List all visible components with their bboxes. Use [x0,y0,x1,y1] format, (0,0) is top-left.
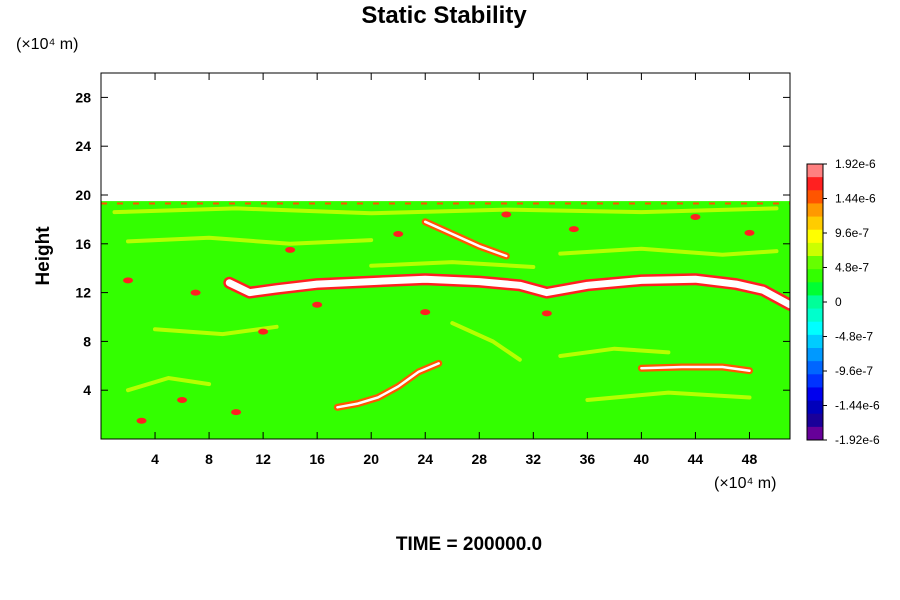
y-axis-label: Height [33,226,54,286]
y-tick-label: 8 [83,333,91,349]
field-background [101,201,790,439]
field-blob [420,309,431,316]
mid-streak [640,365,751,372]
field-blob [123,277,134,284]
x-tick-label: 20 [363,451,379,467]
lower-curl [336,362,440,409]
field-streak [369,260,536,269]
y-axis: 4 8 12 16 20 24 28 [75,89,790,398]
colorbar-tick-label: -4.8e-7 [835,330,873,344]
field-blob [541,310,552,317]
y-unit-label: (×10⁴ m) [16,36,78,53]
colorbar-swatch [807,190,823,204]
field-blob [190,289,201,296]
colorbar-tick-label: 0 [835,295,842,309]
field-streak [558,346,671,358]
colorbar-swatch [807,321,823,336]
field-blob [285,246,296,253]
x-tick-label: 8 [205,451,213,467]
field-streak [126,375,212,393]
colorbar-tick-label: 1.92e-6 [835,157,876,171]
colorbar-swatch [807,374,823,388]
x-unit-label: (×10⁴ m) [714,475,776,492]
y-tick-label: 4 [83,382,91,398]
time-label: TIME = 200000.0 [396,534,542,555]
colorbar-swatch [807,413,823,428]
colorbar-swatch [807,400,823,415]
colorbar-tick-label: 4.8e-7 [835,261,869,275]
field-blob [258,328,269,335]
field-streak [450,321,522,362]
field-blob [744,229,755,236]
colorbar-swatch [807,348,823,362]
field-blob [231,409,242,416]
field-streak [585,390,752,402]
chart-title: Static Stability [361,2,527,29]
colorbar-swatch [807,308,823,323]
x-tick-label: 32 [526,451,542,467]
field-streak [558,246,779,257]
colorbar-swatch [807,426,823,441]
colorbar-swatch [807,282,823,296]
x-axis: 4 8 12 16 20 24 28 32 36 40 44 48 [151,73,757,467]
field-blob [690,213,701,220]
plot-area [100,72,791,440]
colorbar-swatch [807,361,823,375]
field-blob [312,301,323,308]
upper-streak [423,220,508,258]
x-tick-label: 48 [742,451,758,467]
colorbar-tick-label: -1.44e-6 [835,399,880,413]
field-blob [501,211,512,218]
x-tick-label: 36 [580,451,596,467]
saturated-band [225,275,790,309]
y-tick-label: 12 [75,285,91,301]
colorbar-swatch [807,387,823,402]
colorbar-swatch [807,229,823,244]
field-blob [393,231,404,238]
x-tick-label: 24 [417,451,433,467]
x-tick-label: 4 [151,451,159,467]
colorbar-tick-label: -1.92e-6 [835,433,880,447]
colorbar: 1.92e-6 1.44e-6 9.6e-7 4.8e-7 0 -4.8e-7 -9.6e-… [806,157,880,447]
stability-field [101,201,790,439]
field-streak [126,235,374,246]
y-tick-label: 28 [75,89,91,105]
colorbar-swatch [807,164,823,178]
x-tick-label: 40 [634,451,650,467]
colorbar-swatch [807,334,823,349]
field-streak [153,324,279,337]
field-streak [112,206,779,216]
colorbar-tick-label: -9.6e-7 [835,364,873,378]
colorbar-swatch [807,216,823,231]
colorbar-tick-label: 1.44e-6 [835,192,876,206]
x-tick-label: 16 [309,451,325,467]
colorbar-swatch [807,256,823,270]
y-tick-label: 16 [75,236,91,252]
field-blob [568,226,579,233]
x-tick-label: 28 [471,451,487,467]
colorbar-swatch [807,203,823,218]
colorbar-swatch [807,295,823,310]
y-tick-label: 20 [75,187,91,203]
x-tick-label: 44 [688,451,704,467]
plot-frame [100,72,791,440]
colorbar-tick-label: 9.6e-7 [835,226,869,240]
colorbar-swatch [807,177,823,191]
field-blob [177,396,188,403]
y-tick-label: 24 [75,138,91,154]
field-blob [136,417,147,424]
x-tick-label: 12 [255,451,271,467]
colorbar-swatch [807,242,823,257]
colorbar-swatch [807,269,823,283]
